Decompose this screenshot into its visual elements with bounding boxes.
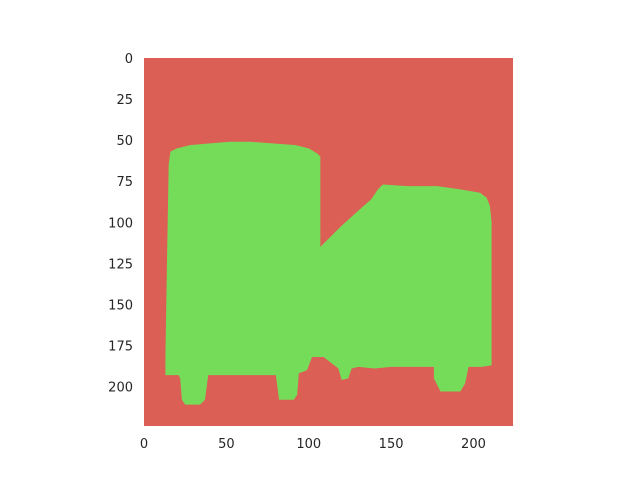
y-tick-label: 100 — [108, 216, 133, 231]
y-tick-label: 25 — [116, 93, 133, 108]
plot-area — [144, 58, 513, 426]
y-tick-label: 75 — [116, 175, 133, 190]
foreground-region — [165, 141, 492, 405]
x-axis: 0 50 100 150 200 — [140, 437, 486, 452]
y-tick-label: 150 — [108, 298, 133, 313]
y-axis: 0 25 50 75 100 125 150 175 200 — [108, 52, 133, 396]
x-tick-label: 50 — [218, 437, 235, 452]
y-tick-label: 200 — [108, 381, 133, 396]
x-tick-label: 0 — [140, 437, 148, 452]
y-tick-label: 50 — [116, 134, 133, 149]
y-tick-label: 175 — [108, 340, 133, 355]
x-tick-label: 100 — [296, 437, 321, 452]
x-tick-label: 150 — [379, 437, 404, 452]
y-tick-label: 0 — [125, 52, 133, 67]
y-tick-label: 125 — [108, 257, 133, 272]
x-tick-label: 200 — [461, 437, 486, 452]
